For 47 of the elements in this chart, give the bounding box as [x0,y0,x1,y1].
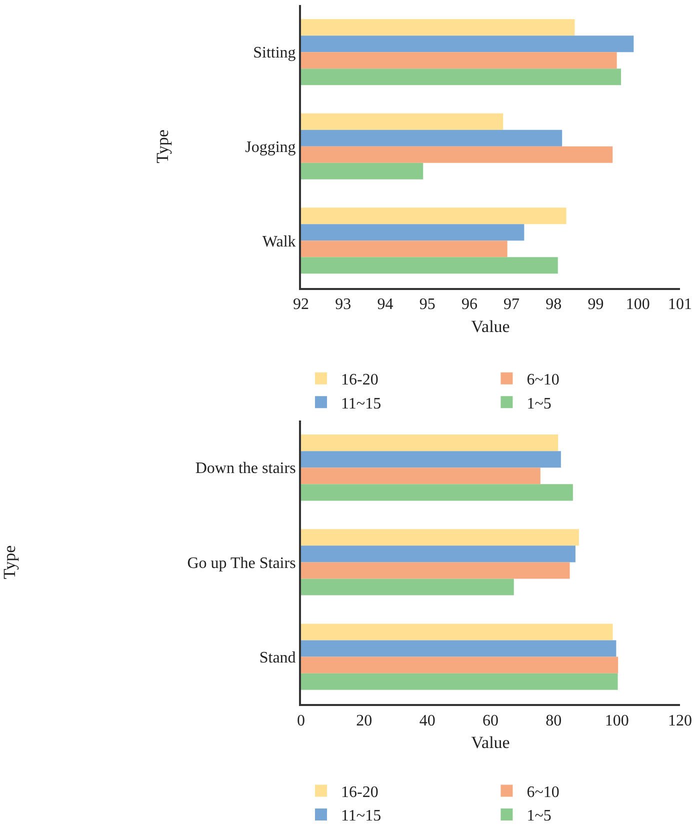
x-tick-label: 97 [504,296,520,313]
y-axis-title: Type [0,545,19,580]
bar [301,656,618,674]
y-axis-title: Type [153,130,172,164]
bar [301,468,540,484]
x-tick-label: 101 [668,296,692,313]
x-tick-label: 120 [668,712,692,730]
y-tick-label: Sitting [253,44,296,62]
legend-label: 1~5 [526,395,552,412]
legend-label: 6~10 [526,784,560,801]
x-tick-label: 0 [297,712,305,730]
legend-label: 16-20 [341,784,378,801]
bar [301,578,514,596]
x-tick-label: 93 [335,296,352,313]
legend-label: 16-20 [341,372,378,389]
legend-label: 11~15 [341,395,382,412]
x-tick-label: 99 [588,296,604,313]
y-tick-label: Stand [259,649,296,666]
x-tick-label: 100 [626,296,650,313]
x-tick-label: 95 [419,296,436,313]
x-tick-label: 100 [604,712,629,730]
x-tick-label: 92 [293,296,309,313]
x-tick-label: 98 [546,296,562,313]
bar [301,624,613,640]
bar [301,673,618,690]
legend-label: 11~15 [341,808,382,825]
x-axis-title: Value [471,733,510,752]
x-tick-label: 80 [546,712,562,730]
bar [301,546,576,562]
x-tick-label: 96 [461,296,478,313]
x-tick-label: 20 [356,712,372,730]
bar [301,434,558,452]
bar [301,451,561,468]
legend-label: 1~5 [526,808,552,825]
bar [301,529,579,546]
y-tick-label: Go up The Stairs [187,554,296,572]
bar [301,484,573,501]
y-tick-label: Walk [262,233,296,250]
bar [301,562,570,579]
x-tick-label: 40 [419,712,436,730]
legend-label: 6~10 [526,372,560,389]
x-tick-label: 60 [482,712,498,730]
bar [301,640,616,657]
y-tick-label: Jogging [245,138,296,156]
x-axis-title: Value [471,316,510,336]
x-tick-label: 94 [377,296,394,313]
y-tick-label: Down the stairs [195,460,296,478]
